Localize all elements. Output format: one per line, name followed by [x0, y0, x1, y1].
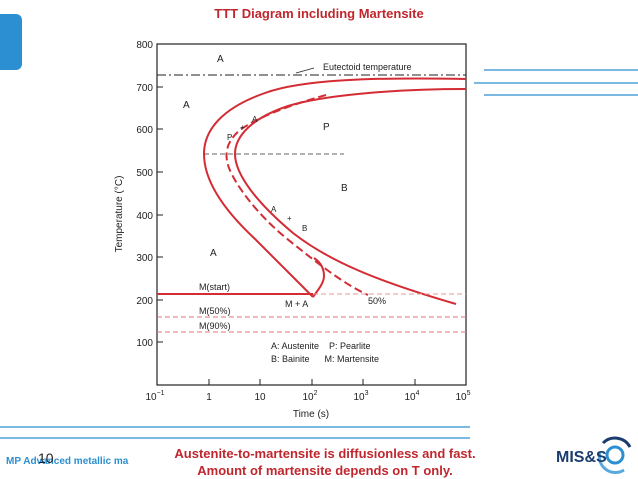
legend-line-1: A: Austenite P: Pearlite: [271, 341, 371, 351]
eutectoid-pointer: [295, 67, 315, 74]
y-tick-label: 700: [136, 83, 153, 94]
x-tick-label: 10: [254, 392, 266, 403]
region-label-a-p-p: P: [227, 133, 232, 142]
m-plus-a-label: M + A: [285, 299, 308, 309]
slide-title: TTT Diagram including Martensite: [214, 6, 424, 21]
y-tick-label: 200: [136, 296, 153, 307]
region-label-austenite-low: A: [210, 248, 217, 259]
decorative-lines-bottom: [0, 426, 470, 439]
caption-line-2: Amount of martensite depends on T only.: [197, 463, 453, 478]
left-accent-tab: [0, 14, 22, 70]
x-tick-label: 1: [206, 392, 212, 403]
logo-wordmark: MIS&S: [556, 449, 607, 466]
y-tick-label: 400: [136, 211, 153, 222]
x-tick-label: 102: [302, 390, 317, 403]
footer-course-name: MP Advanced metallic ma: [6, 456, 129, 467]
x-tick-label: 10−1: [145, 390, 164, 403]
region-label-austenite-left: A: [183, 100, 190, 111]
martensite-start-hook: [312, 257, 326, 298]
decorative-lines-right: [474, 69, 638, 96]
x-tick-label: 103: [353, 390, 368, 403]
m-90-label: M(90%): [199, 321, 231, 331]
region-label-pearlite: P: [323, 122, 330, 133]
y-tick-label: 500: [136, 168, 153, 179]
y-tick-label: 300: [136, 253, 153, 264]
y-tick-label: 600: [136, 125, 153, 136]
x-axis-label: Time (s): [293, 409, 329, 420]
x-tick-label: 105: [455, 390, 470, 403]
legend: A: Austenite P: Pearlite B: Bainite M: M…: [267, 337, 409, 369]
transformation-50-curve: [225, 94, 369, 296]
mis-s-logo-icon: [597, 436, 632, 475]
fifty-percent-label: 50%: [368, 296, 386, 306]
region-label-a-b-b: B: [302, 224, 307, 233]
transformation-finish-curve: [233, 88, 467, 305]
eutectoid-label: Eutectoid temperature: [323, 62, 412, 72]
transformation-start-curve: [202, 77, 467, 298]
page-number: 10: [38, 450, 54, 466]
slide-caption: Austenite-to-martensite is diffusionless…: [150, 445, 500, 479]
legend-line-2: B: Bainite M: Martensite: [271, 354, 379, 364]
plot-frame: [156, 43, 467, 386]
region-label-a-p-plus: +: [240, 123, 245, 132]
region-label-a-b-a: A: [271, 205, 277, 214]
x-tick-label: 104: [404, 390, 419, 403]
region-label-bainite: B: [341, 183, 348, 194]
m-50-label: M(50%): [199, 306, 231, 316]
y-axis-label: Temperature (°C): [114, 176, 125, 253]
m-start-label: M(start): [199, 282, 230, 292]
x-tick-marks: [208, 379, 416, 385]
y-tick-label: 800: [136, 40, 153, 51]
y-tick-label: 100: [136, 338, 153, 349]
region-label-a-p-a: A: [252, 115, 258, 124]
region-label-austenite-top: A: [217, 54, 224, 65]
region-label-a-b-plus: +: [287, 214, 292, 223]
caption-line-1: Austenite-to-martensite is diffusionless…: [174, 446, 476, 461]
y-tick-marks: [157, 43, 163, 343]
